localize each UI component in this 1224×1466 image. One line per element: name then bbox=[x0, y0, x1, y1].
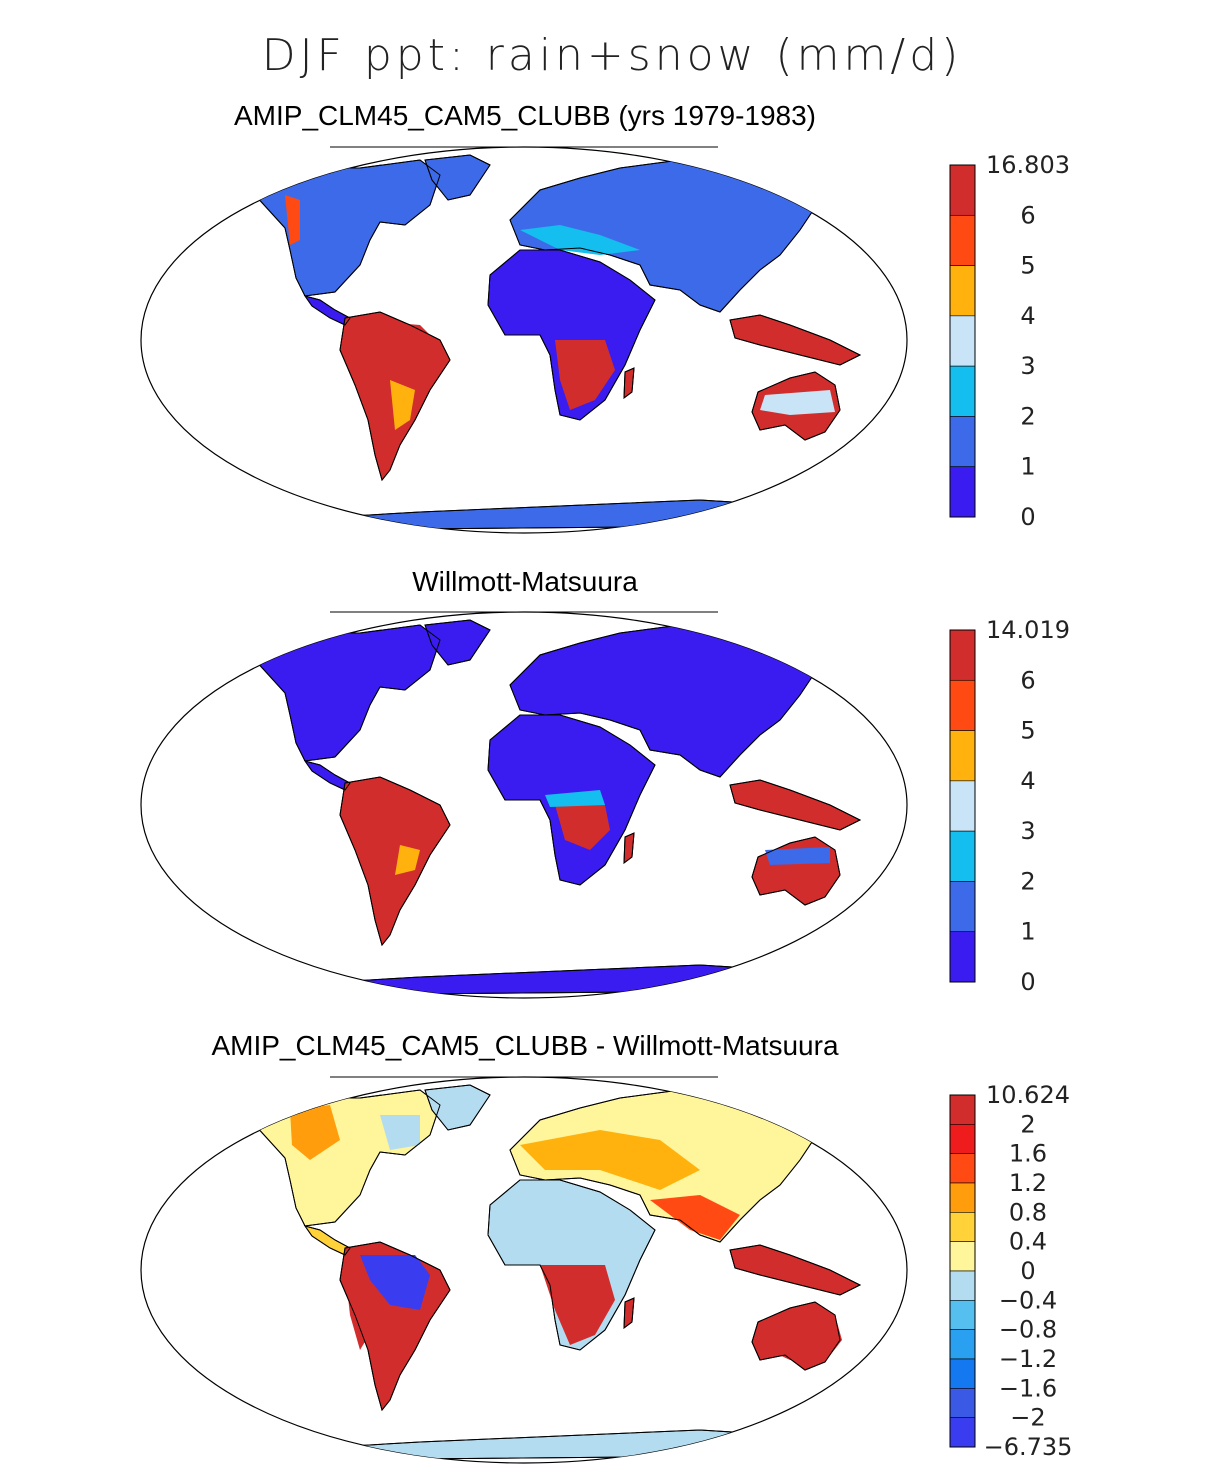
field-patch bbox=[765, 847, 830, 865]
colorbar-tick-label: 10.624 bbox=[986, 1081, 1070, 1109]
colorbar-swatch bbox=[949, 1388, 976, 1418]
colorbar-swatch bbox=[949, 679, 976, 731]
colorbar-tick-label: 1.6 bbox=[1009, 1140, 1047, 1168]
colorbar-tick-label: 3 bbox=[1020, 817, 1035, 845]
field-patch bbox=[758, 1315, 842, 1362]
field-patch bbox=[365, 790, 440, 860]
colorbar-swatch bbox=[949, 164, 976, 216]
field-patch bbox=[380, 1115, 420, 1150]
field-patch bbox=[395, 845, 420, 875]
map-frame bbox=[140, 611, 908, 999]
colorbar-swatch bbox=[949, 1153, 976, 1184]
colorbar-tick-label: −0.4 bbox=[999, 1286, 1057, 1314]
colorbar: 10.62421.61.20.80.40−0.4−0.8−1.2−1.6−2−6… bbox=[949, 1081, 1073, 1461]
colorbar-swatch bbox=[949, 1124, 976, 1154]
colorbar-swatch bbox=[949, 1270, 976, 1301]
colorbar-tick-label: 2 bbox=[1020, 867, 1035, 895]
colorbar-swatch bbox=[949, 365, 976, 417]
colorbar-tick-label: 0.4 bbox=[1009, 1228, 1047, 1256]
panel-1-title: AMIP_CLM45_CAM5_CLUBB (yrs 1979-1983) bbox=[233, 100, 817, 131]
field-patch bbox=[555, 340, 615, 410]
colorbar-swatch bbox=[949, 730, 976, 782]
colorbar-tick-label: −1.2 bbox=[999, 1345, 1057, 1373]
colorbar-swatch bbox=[949, 881, 976, 933]
colorbar-swatch bbox=[949, 1212, 976, 1242]
colorbar-swatch bbox=[949, 629, 976, 681]
colorbar: 14.019 6 5 4 3 2 1 0 bbox=[949, 616, 1070, 996]
colorbar-swatch bbox=[949, 265, 976, 317]
colorbar-tick-label: 0 bbox=[1020, 968, 1035, 996]
colorbar-tick-label: 4 bbox=[1020, 302, 1035, 330]
colorbar-tick-label: 0 bbox=[1020, 503, 1035, 531]
field-patch bbox=[650, 1195, 740, 1240]
colorbar-tick-label: 1 bbox=[1020, 453, 1035, 481]
colorbar-tick-label: −0.8 bbox=[999, 1316, 1057, 1344]
colorbar-tick-label: 14.019 bbox=[986, 616, 1070, 644]
field-patch bbox=[360, 320, 440, 405]
field-patch bbox=[390, 380, 415, 430]
colorbar-tick-label: −2 bbox=[1010, 1404, 1045, 1432]
figure-title: DJF ppt: rain+snow (mm/d) bbox=[261, 30, 963, 81]
field-patch bbox=[545, 790, 605, 807]
panel-3-map: 10.62421.61.20.80.40−0.4−0.8−1.2−1.6−2−6… bbox=[140, 1076, 1073, 1464]
colorbar-tick-label: 3 bbox=[1020, 352, 1035, 380]
colorbar-swatch bbox=[949, 1094, 976, 1125]
colorbar: 16.803 6 5 4 3 2 1 0 bbox=[949, 151, 1070, 531]
field-patch bbox=[360, 1255, 430, 1310]
colorbar-swatch bbox=[949, 1329, 976, 1360]
colorbar-swatch bbox=[949, 1182, 976, 1213]
colorbar-swatch bbox=[949, 830, 976, 882]
colorbar-swatch bbox=[949, 1417, 976, 1448]
colorbar-tick-label: 6 bbox=[1020, 666, 1035, 694]
colorbar-tick-label: −1.6 bbox=[999, 1374, 1057, 1402]
colorbar-tick-label: 1 bbox=[1020, 918, 1035, 946]
colorbar-tick-label: 2 bbox=[1020, 1110, 1035, 1138]
map-frame bbox=[140, 146, 908, 534]
colorbar-tick-label: 16.803 bbox=[986, 151, 1070, 179]
colorbar-swatch bbox=[949, 214, 976, 266]
field-patch bbox=[760, 390, 835, 415]
colorbar-tick-label: 0.8 bbox=[1009, 1198, 1047, 1226]
field-patch bbox=[555, 805, 610, 850]
colorbar-swatch bbox=[949, 315, 976, 367]
field-patch bbox=[285, 195, 300, 245]
field-patch bbox=[540, 1265, 615, 1345]
field-patch bbox=[520, 1130, 700, 1190]
colorbar-tick-label: −6.735 bbox=[984, 1433, 1073, 1461]
colorbar-swatch bbox=[949, 931, 976, 983]
colorbar-tick-label: 6 bbox=[1020, 201, 1035, 229]
colorbar-tick-label: 5 bbox=[1020, 717, 1035, 745]
panel-3-title: AMIP_CLM45_CAM5_CLUBB - Willmott-Matsuur… bbox=[211, 1030, 839, 1061]
colorbar-tick-label: 1.2 bbox=[1009, 1169, 1047, 1197]
map-frame bbox=[140, 1076, 908, 1464]
field-patch bbox=[290, 1105, 340, 1160]
colorbar-swatch bbox=[949, 466, 976, 518]
panel-2-map: 14.019 6 5 4 3 2 1 0 bbox=[140, 611, 1070, 999]
colorbar-swatch bbox=[949, 1241, 976, 1272]
colorbar-swatch bbox=[949, 1358, 976, 1389]
colorbar-tick-label: 0 bbox=[1020, 1257, 1035, 1285]
panel-1-map: 16.803 6 5 4 3 2 1 0 bbox=[140, 146, 1070, 534]
colorbar-swatch bbox=[949, 780, 976, 832]
colorbar-swatch bbox=[949, 1300, 976, 1330]
colorbar-tick-label: 4 bbox=[1020, 767, 1035, 795]
coastlines bbox=[236, 619, 862, 996]
panel-2-title: Willmott-Matsuura bbox=[412, 566, 638, 597]
field-patch bbox=[520, 225, 640, 255]
field-patch bbox=[345, 1270, 372, 1350]
colorbar-tick-label: 5 bbox=[1020, 252, 1035, 280]
colorbar-tick-label: 2 bbox=[1020, 402, 1035, 430]
colorbar-swatch bbox=[949, 416, 976, 468]
